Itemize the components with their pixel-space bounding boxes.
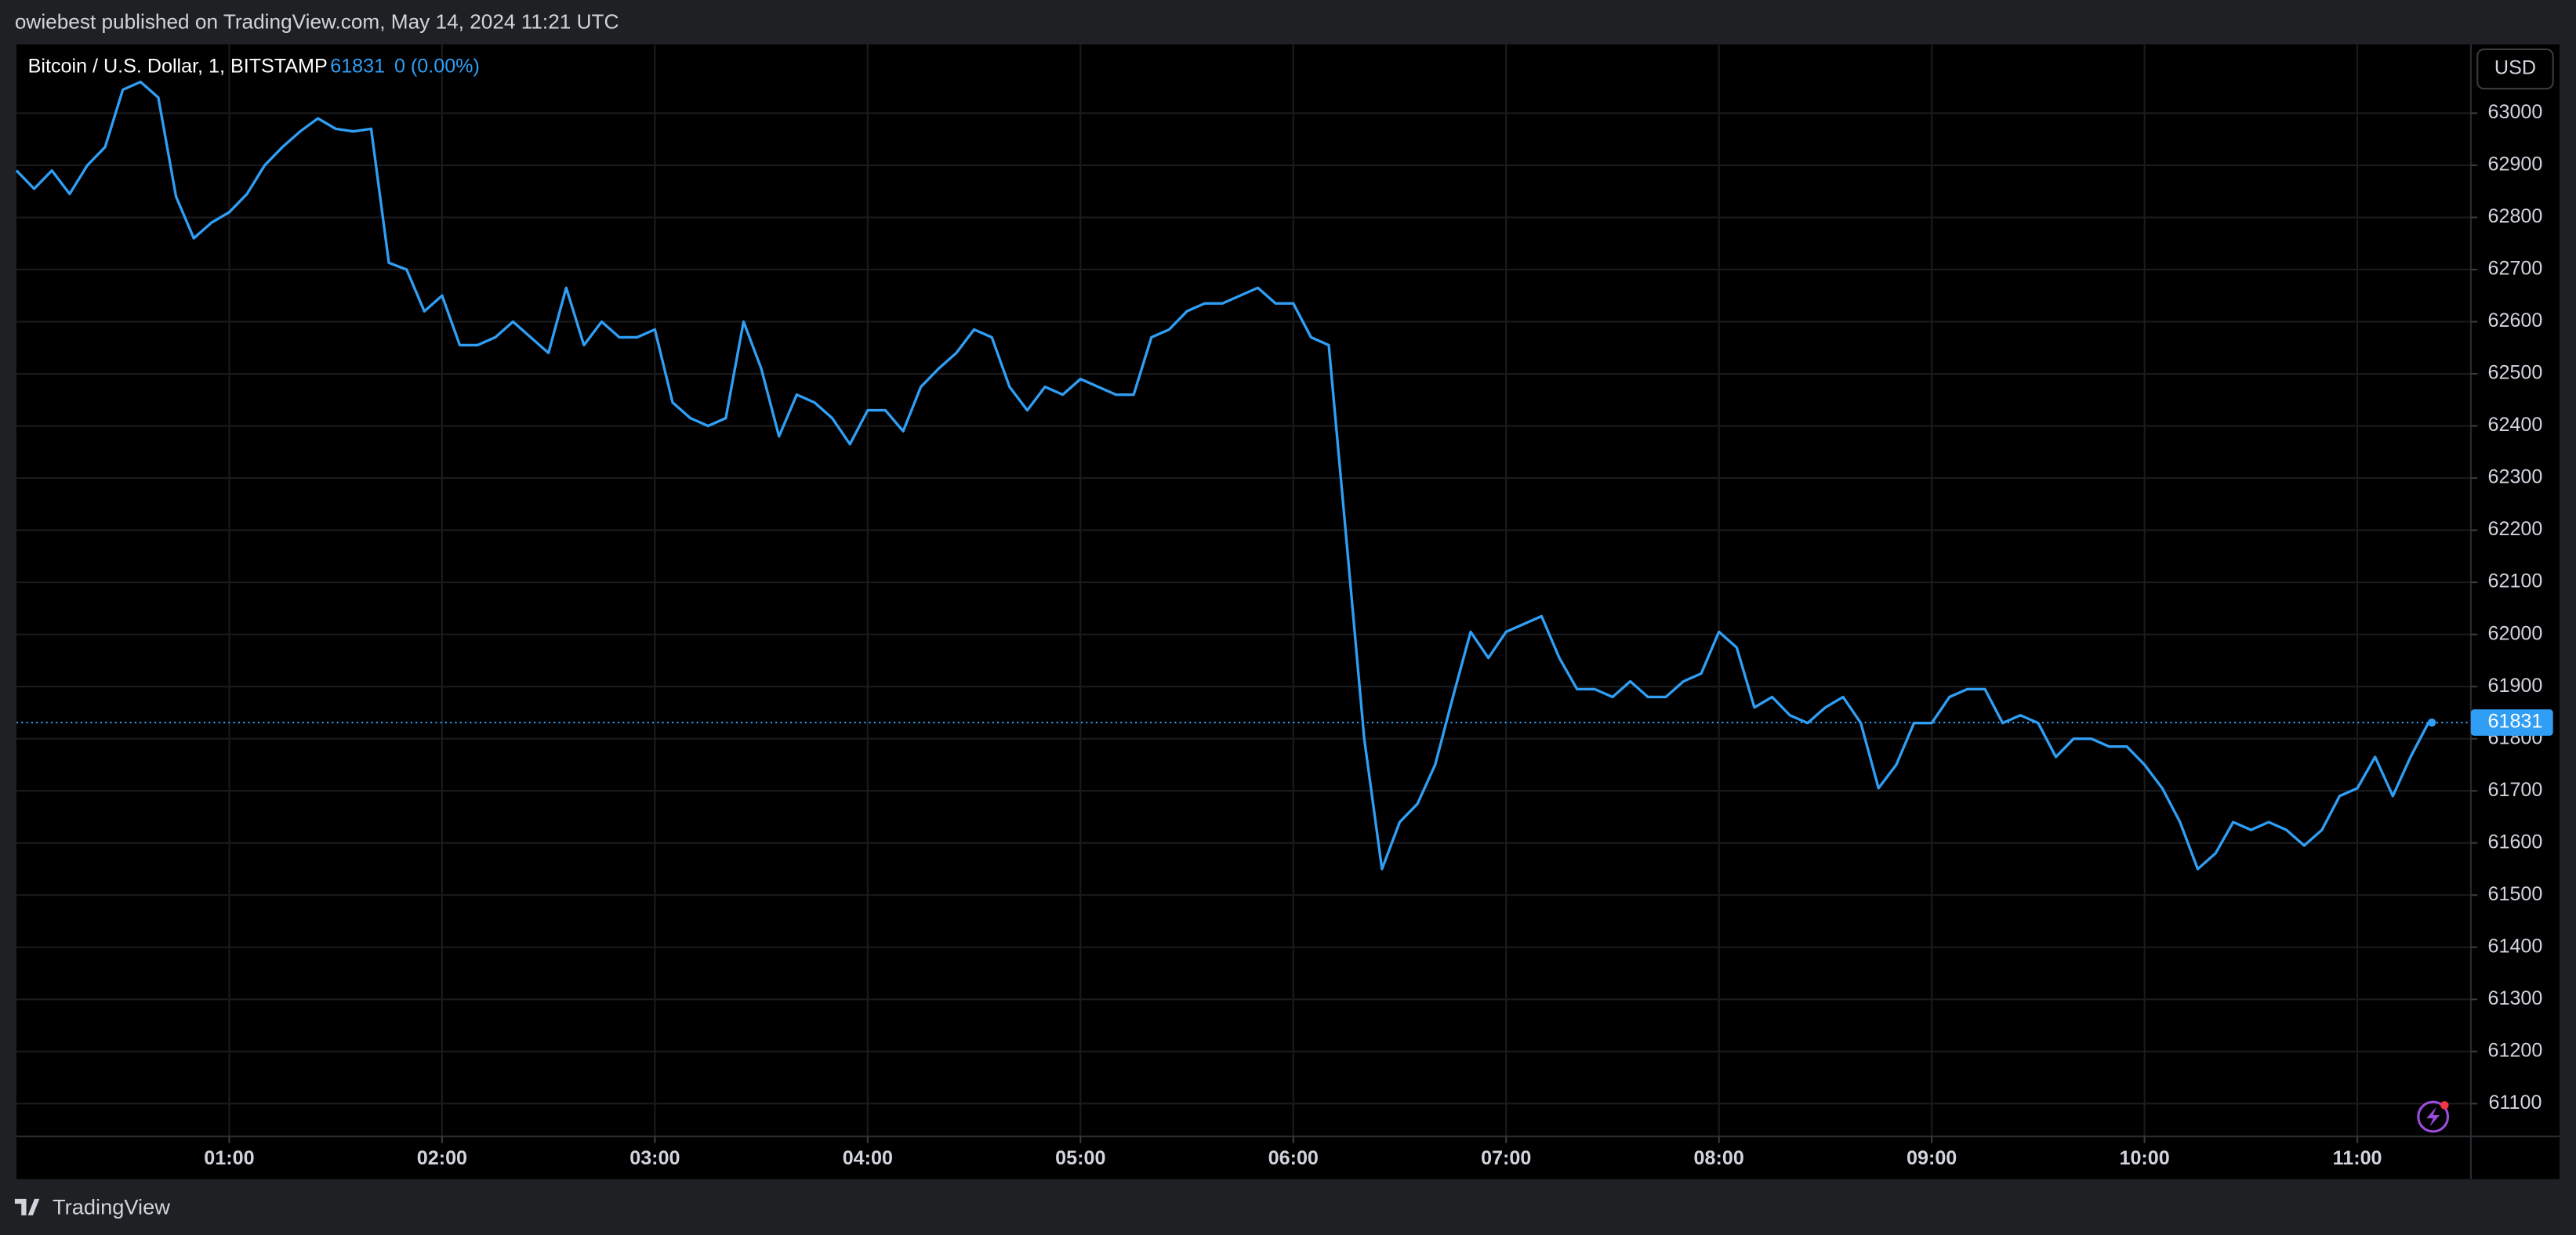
price-badge	[2470, 709, 2553, 736]
x-tick-label: 05:00	[1055, 1147, 1105, 1169]
legend-price: 61831	[330, 56, 385, 78]
last-point	[2427, 718, 2436, 727]
y-tick-label: 62900	[2488, 154, 2543, 176]
x-tick-label: 10:00	[2119, 1147, 2169, 1169]
y-tick-label: 62700	[2488, 258, 2543, 280]
y-tick-label: 63000	[2488, 101, 2543, 123]
currency-button[interactable]	[2476, 48, 2554, 90]
logo-mark	[14, 1198, 40, 1215]
price-badge-label: 61831	[2488, 711, 2543, 733]
y-tick-label: 62300	[2488, 466, 2543, 488]
x-tick-label: 07:00	[1481, 1147, 1531, 1169]
y-tick-label: 62400	[2488, 414, 2543, 436]
y-tick-label: 61200	[2488, 1039, 2543, 1061]
x-tick-label: 08:00	[1694, 1147, 1744, 1169]
y-tick-label: 61300	[2488, 987, 2543, 1009]
x-tick-label: 06:00	[1268, 1147, 1319, 1169]
y-tick-label: 61100	[2488, 1092, 2542, 1114]
y-tick-label: 61900	[2488, 675, 2543, 697]
y-tick-label: 62200	[2488, 518, 2543, 540]
y-tick-label: 62600	[2488, 310, 2543, 331]
icon-bolt[interactable]	[2426, 1106, 2440, 1127]
x-tick-label: 11:00	[2333, 1147, 2382, 1169]
icon-dot[interactable]	[2440, 1101, 2449, 1110]
x-tick-label: 09:00	[1907, 1147, 1957, 1169]
x-tick-label: 01:00	[204, 1147, 254, 1169]
y-tick-label: 62000	[2488, 622, 2543, 644]
y-tick-label: 61500	[2488, 883, 2543, 905]
x-tick-label: 03:00	[629, 1147, 680, 1169]
footer-brand: TradingView	[53, 1195, 170, 1219]
y-tick-label: 62100	[2488, 570, 2543, 592]
x-tick-label: 04:00	[843, 1147, 893, 1169]
y-tick-label: 61700	[2488, 779, 2543, 801]
grid	[16, 44, 2471, 1137]
lightning-icon[interactable]	[2417, 1100, 2450, 1133]
y-tick-label: 62800	[2488, 205, 2543, 227]
y-tick-label: 61600	[2488, 831, 2543, 853]
publisher-header: owiebest published on TradingView.com, M…	[15, 9, 619, 33]
x-tick-label: 02:00	[417, 1147, 467, 1169]
y-tick-label: 62500	[2488, 362, 2543, 384]
legend-symbol: Bitcoin / U.S. Dollar, 1, BITSTAMP	[28, 56, 328, 78]
footer-logo	[14, 1198, 40, 1215]
currency-label[interactable]: USD	[2494, 57, 2536, 79]
icon-ring[interactable]	[2417, 1100, 2450, 1133]
y-tick-label: 61400	[2488, 935, 2543, 957]
legend-change: 0 (0.00%)	[394, 56, 480, 78]
chart-area	[16, 44, 2560, 1179]
price-line	[15, 80, 2433, 871]
